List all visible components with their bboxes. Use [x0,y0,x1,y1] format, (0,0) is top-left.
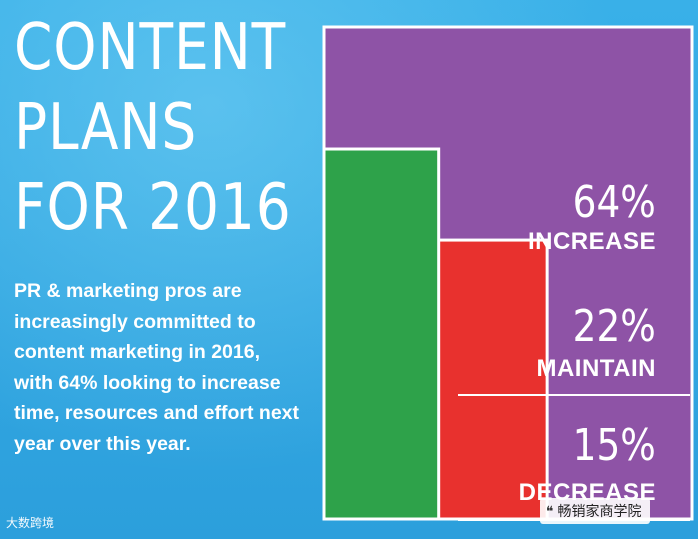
value-label-maintain: 22% [572,301,656,352]
value-label-increase: 64% [572,177,656,228]
value-label-decrease: 15% [572,420,656,471]
watermark-left: 大数跨境 [6,516,55,530]
divider-maintain [458,394,690,396]
watermark-right: ❝ 畅销家商学院 [540,498,650,524]
watermark-right-text: 畅销家商学院 [557,503,642,519]
category-label-maintain: MAINTAIN [536,355,656,382]
bar-decrease [322,147,441,521]
description-text: PR & marketing pros are increasingly com… [14,280,299,455]
category-label-increase: INCREASE [527,228,656,255]
chat-bubble-icon: ❝ [546,503,554,519]
page-title: CONTENT PLANS FOR 2016 [14,11,292,245]
